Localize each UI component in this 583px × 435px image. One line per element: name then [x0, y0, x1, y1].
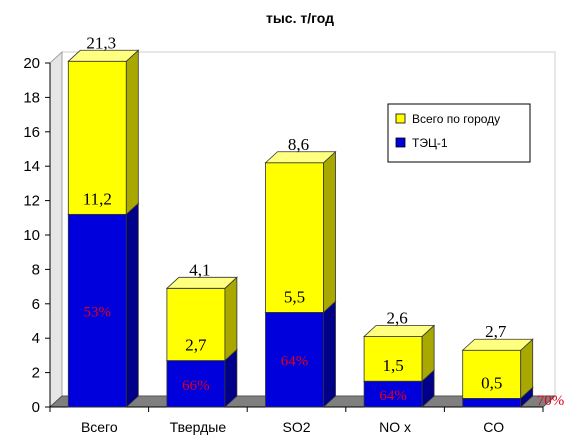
total-value-label: 8,6 — [288, 135, 309, 154]
bar-city-1-side — [224, 276, 238, 362]
x-tick-label: SO2 — [282, 419, 310, 435]
bar-city-1-top — [165, 276, 238, 289]
total-value-label: 4,1 — [189, 260, 210, 279]
teu1-value-label: 1,5 — [382, 356, 403, 375]
percent-label: 66% — [182, 378, 210, 394]
chart-title: тыс. т/год — [266, 10, 334, 26]
bar-city-2 — [264, 150, 337, 314]
legend-swatch — [395, 137, 406, 148]
y-tick-label: 16 — [23, 124, 40, 141]
bar-city-2-top — [264, 151, 337, 164]
total-value-label: 2,6 — [386, 308, 407, 327]
teu1-value-label: 2,7 — [185, 336, 207, 355]
y-axis: 0 2 4 6 8 10 12 14 16 18 20 — [23, 55, 51, 416]
bar-teu1-1-front — [166, 360, 226, 408]
bar-city-0-top — [67, 49, 140, 62]
bar-city-3-front — [363, 336, 423, 382]
bar-teu1-2-front — [265, 311, 324, 408]
bars — [67, 49, 534, 408]
percent-label: 64% — [281, 354, 309, 370]
y-tick-label: 8 — [32, 261, 40, 278]
teu1-value-label: 0,5 — [481, 373, 502, 392]
teu1-value-label: 5,5 — [284, 287, 305, 306]
x-tick-label: Всего — [81, 419, 118, 435]
y-tick-label: 0 — [32, 399, 40, 416]
bar-teu1-0 — [67, 202, 140, 408]
percent-label: 53% — [84, 305, 112, 321]
x-axis: Всего Твердые SO2 NO x CO — [49, 406, 544, 435]
bar-city-1-front — [166, 287, 226, 361]
bar-city-4 — [461, 338, 534, 400]
percent-label: 64% — [379, 388, 407, 404]
bar-teu1-4-front — [462, 397, 522, 408]
y-tick-label: 18 — [23, 89, 40, 106]
x-tick-label: CO — [483, 419, 504, 435]
total-value-label: 21,3 — [86, 33, 116, 52]
legend: Всего по городу ТЭЦ-1 — [387, 103, 531, 163]
legend-label: Всего по городу — [412, 112, 500, 126]
bar-city-3 — [363, 324, 436, 383]
legend-swatch — [395, 113, 406, 124]
y-tick-label: 4 — [32, 330, 40, 347]
bar-city-0-front — [67, 60, 127, 215]
y-tick-label: 12 — [23, 193, 40, 210]
bar-city-3-top — [363, 325, 436, 337]
bar-teu1-0-side — [125, 202, 139, 408]
bar-teu1-2-side — [323, 300, 336, 408]
data-labels: 21,3 11,2 53% 4,1 2,7 66% 8,6 5,5 64% 2,6 1,5 64% 2,… — [83, 33, 564, 409]
y-tick-label: 6 — [32, 296, 40, 313]
x-tick-label: NO x — [379, 419, 411, 435]
y-tick-label: 20 — [23, 55, 40, 72]
teu1-value-label: 11,2 — [83, 189, 112, 208]
bar-city-4-front — [462, 349, 522, 399]
legend-box — [387, 103, 531, 163]
bar-city-2-side — [323, 150, 336, 314]
y-tick-label: 10 — [23, 227, 40, 244]
bar-city-1 — [165, 276, 238, 362]
bar-city-4-top — [461, 338, 534, 351]
side-wall — [49, 50, 63, 409]
bar-city-0-side — [125, 49, 139, 216]
y-tick-label: 14 — [23, 158, 40, 175]
y-tick-label: 2 — [32, 365, 40, 382]
total-value-label: 2,7 — [485, 322, 507, 341]
bar-city-0 — [67, 49, 140, 216]
bar-city-2-front — [265, 162, 324, 313]
x-tick-label: Твердые — [170, 419, 227, 435]
percent-label: 70% — [537, 393, 565, 409]
legend-label: ТЭЦ-1 — [412, 136, 448, 150]
